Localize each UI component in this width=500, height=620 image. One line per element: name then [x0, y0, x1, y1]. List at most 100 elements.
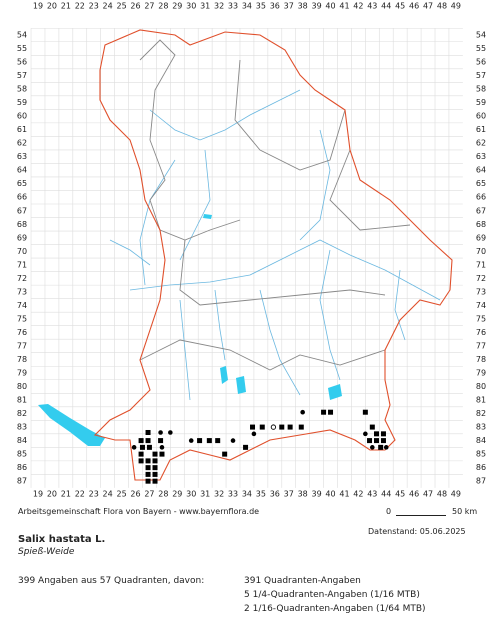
species-common: Spieß-Weide	[18, 547, 75, 557]
row-label: 87	[17, 477, 27, 486]
row-label: 60	[17, 112, 27, 121]
column-label: 44	[381, 490, 391, 499]
column-label: 49	[451, 490, 461, 499]
row-label: 71	[17, 260, 27, 269]
lake	[328, 384, 342, 400]
column-label: 36	[270, 2, 280, 11]
column-label: 43	[367, 490, 377, 499]
row-label: 81	[17, 396, 27, 405]
marker-square	[321, 409, 327, 415]
column-label: 32	[214, 490, 224, 499]
column-label: 33	[228, 490, 238, 499]
column-label: 24	[103, 2, 113, 11]
row-label: 85	[17, 450, 27, 459]
row-label: 58	[476, 85, 486, 94]
column-label: 48	[437, 2, 447, 11]
marker-square	[328, 409, 334, 415]
row-label: 78	[17, 355, 27, 364]
column-label: 31	[200, 2, 210, 11]
column-label: 40	[325, 2, 335, 11]
column-label: 28	[158, 2, 168, 11]
row-label: 54	[17, 31, 27, 40]
marker-square	[138, 458, 144, 464]
marker-square	[369, 424, 375, 430]
column-label: 33	[228, 2, 238, 11]
row-label: 66	[476, 193, 486, 202]
column-label: 26	[130, 2, 140, 11]
row-label: 55	[476, 44, 486, 53]
row-label: 69	[17, 233, 27, 242]
column-label: 44	[381, 2, 391, 11]
marker-square	[279, 424, 285, 430]
column-label: 34	[242, 2, 252, 11]
column-label: 35	[256, 2, 266, 11]
marker-square	[243, 444, 249, 450]
column-label: 27	[144, 2, 154, 11]
column-label: 36	[270, 490, 280, 499]
row-label: 76	[476, 328, 486, 337]
row-label: 87	[476, 477, 486, 486]
row-label: 73	[17, 287, 27, 296]
lake	[236, 376, 246, 394]
column-label: 47	[423, 490, 433, 499]
row-label: 80	[476, 382, 486, 391]
scale-end: 50 km	[452, 507, 478, 516]
column-label: 38	[298, 490, 308, 499]
column-label: 30	[186, 490, 196, 499]
marker-square	[222, 451, 228, 457]
column-label: 41	[339, 2, 349, 11]
column-label: 40	[325, 490, 335, 499]
marker-dot	[370, 445, 375, 450]
credit: Arbeitsgemeinschaft Flora von Bayern - w…	[18, 507, 260, 516]
column-label: 22	[75, 2, 85, 11]
row-label: 81	[476, 396, 486, 405]
marker-square	[138, 438, 144, 444]
marker-dot	[168, 430, 173, 435]
marker-square	[145, 471, 151, 477]
row-label: 77	[17, 341, 27, 350]
column-label: 49	[451, 2, 461, 11]
marker-square	[259, 424, 265, 430]
row-label: 65	[17, 179, 27, 188]
marker-square	[362, 409, 368, 415]
row-label: 78	[476, 355, 486, 364]
column-label: 42	[353, 490, 363, 499]
column-label: 37	[284, 490, 294, 499]
column-label: 39	[312, 490, 322, 499]
row-label: 67	[476, 206, 486, 215]
column-label: 30	[186, 2, 196, 11]
column-label: 43	[367, 2, 377, 11]
marker-dot	[383, 445, 389, 450]
marker-square	[380, 438, 386, 444]
column-label: 21	[61, 490, 71, 499]
marker-dot	[230, 438, 236, 443]
column-label: 19	[33, 2, 43, 11]
row-label: 70	[17, 247, 27, 256]
row-label: 63	[17, 152, 27, 161]
marker-square	[145, 465, 151, 471]
row-label: 61	[476, 125, 486, 134]
row-label: 83	[476, 423, 486, 432]
row-label: 84	[476, 436, 486, 445]
column-label: 37	[284, 2, 294, 11]
marker-square	[158, 438, 164, 444]
row-label: 77	[476, 341, 486, 350]
marker-dot	[363, 431, 368, 437]
row-label: 65	[476, 179, 486, 188]
lake	[38, 404, 105, 446]
row-label: 70	[476, 247, 486, 256]
row-label: 67	[17, 206, 27, 215]
row-label: 62	[476, 139, 486, 148]
column-label: 28	[158, 490, 168, 499]
row-label: 68	[476, 220, 486, 229]
row-label: 73	[476, 287, 486, 296]
marker-square	[152, 458, 158, 464]
column-label: 27	[144, 490, 154, 499]
column-label: 25	[116, 2, 126, 11]
marker-square	[145, 478, 151, 484]
row-label: 56	[476, 58, 486, 67]
column-label: 39	[312, 2, 322, 11]
marker-square	[287, 424, 293, 430]
date: Datenstand: 05.06.2025	[368, 527, 466, 536]
marker-dot	[159, 445, 165, 450]
